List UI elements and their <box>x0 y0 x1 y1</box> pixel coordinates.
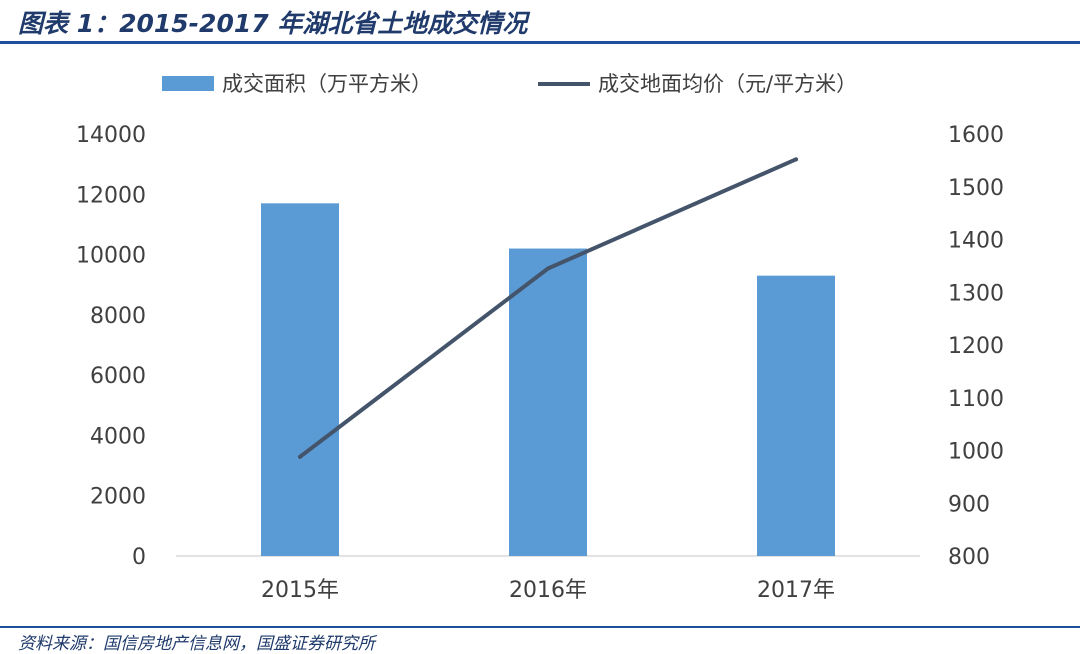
x-axis-labels: 2015年 2016年 2017年 <box>261 578 835 603</box>
bar <box>757 275 835 556</box>
figure-title: 图表 1：2015-2017 年湖北省土地成交情况 <box>18 9 528 38</box>
x-tick-label: 2015年 <box>261 578 339 603</box>
x-tick-label: 2016年 <box>509 578 587 603</box>
legend: 成交面积（万平方米） 成交地面均价（元/平方米） <box>162 72 857 96</box>
y-right-tick-label: 800 <box>948 545 990 570</box>
y-left-tick-label: 12000 <box>76 183 146 208</box>
x-tick-label: 2017年 <box>757 578 835 603</box>
y-left-tick-label: 8000 <box>90 304 146 329</box>
y-left-axis: 0 2000 4000 6000 8000 10000 12000 14000 <box>76 123 146 570</box>
legend-line-label: 成交地面均价（元/平方米） <box>598 72 857 96</box>
y-left-tick-label: 14000 <box>76 123 146 148</box>
y-right-tick-label: 1000 <box>948 440 1004 465</box>
y-right-tick-label: 1400 <box>948 229 1004 254</box>
y-right-tick-label: 1600 <box>948 123 1004 148</box>
y-right-tick-label: 900 <box>948 492 990 517</box>
line-point <box>794 157 798 162</box>
source-rule <box>0 626 1080 628</box>
y-left-tick-label: 0 <box>132 545 146 570</box>
y-left-tick-label: 6000 <box>90 364 146 389</box>
y-right-tick-label: 1200 <box>948 334 1004 359</box>
line-point <box>546 266 550 271</box>
y-right-axis: 800 900 1000 1100 1200 1300 1400 1500 1600 <box>948 123 1004 570</box>
y-right-tick-label: 1100 <box>948 387 1004 412</box>
y-left-tick-label: 4000 <box>90 424 146 449</box>
y-left-tick-label: 2000 <box>90 485 146 510</box>
line-point <box>298 454 302 459</box>
bar <box>509 248 587 557</box>
title-rule <box>0 41 1080 44</box>
y-right-tick-label: 1300 <box>948 281 1004 306</box>
bar <box>261 203 339 557</box>
bar-series <box>261 203 835 557</box>
y-right-tick-label: 1500 <box>948 176 1004 201</box>
source-note: 资料来源：国信房地产信息网，国盛证券研究所 <box>18 634 375 654</box>
line-series <box>298 157 798 459</box>
legend-bar-swatch <box>162 76 214 91</box>
y-left-tick-label: 10000 <box>76 244 146 269</box>
legend-bar-label: 成交面积（万平方米） <box>222 72 432 96</box>
